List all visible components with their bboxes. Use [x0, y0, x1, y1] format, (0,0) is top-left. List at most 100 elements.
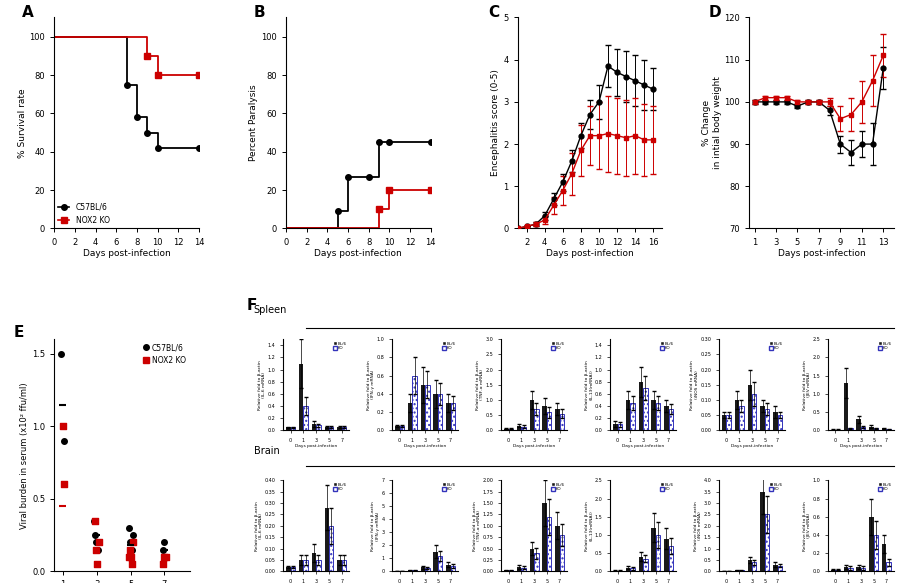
Point	[124, 545, 139, 554]
Bar	[503, 570, 508, 571]
Bar	[547, 517, 551, 571]
Bar	[630, 403, 634, 430]
Bar	[642, 559, 647, 571]
Bar	[617, 424, 621, 430]
Point	[87, 531, 102, 540]
Bar	[638, 557, 642, 571]
Bar	[299, 560, 303, 571]
Bar	[520, 427, 525, 430]
Y-axis label: Relative fold to β-actin
(IFN-γ mRNA): Relative fold to β-actin (IFN-γ mRNA)	[371, 501, 380, 551]
Bar	[869, 427, 873, 430]
Bar	[777, 566, 781, 571]
Y-axis label: Relative fold to β-actin
(iNOS mRNA): Relative fold to β-actin (iNOS mRNA)	[693, 501, 702, 551]
Point	[90, 560, 105, 569]
X-axis label: Days post-infection: Days post-infection	[839, 444, 881, 448]
Bar	[324, 508, 328, 571]
Bar	[842, 567, 847, 571]
Bar	[450, 566, 455, 571]
Bar	[642, 388, 647, 430]
Legend: BL/6, KO: BL/6, KO	[877, 482, 891, 491]
Point	[122, 523, 136, 532]
Bar	[842, 383, 847, 430]
Legend: BL/6, KO: BL/6, KO	[877, 341, 891, 350]
Point	[157, 552, 171, 561]
Bar	[764, 514, 769, 571]
Bar	[316, 560, 320, 571]
Y-axis label: Relative fold to β-actin
(IL-6 mRNA): Relative fold to β-actin (IL-6 mRNA)	[254, 501, 263, 551]
Legend: BL/6, KO: BL/6, KO	[441, 482, 456, 491]
Bar	[847, 429, 851, 430]
Point	[123, 538, 137, 547]
Bar	[772, 564, 777, 571]
Bar	[408, 403, 412, 430]
Legend: BL/6, KO: BL/6, KO	[659, 482, 673, 491]
Bar	[328, 526, 333, 571]
Bar	[747, 560, 751, 571]
Legend: BL/6, KO: BL/6, KO	[441, 341, 456, 350]
Bar	[772, 412, 777, 430]
X-axis label: Days post-infection: Days post-infection	[83, 250, 170, 258]
X-axis label: Days post-infection: Days post-infection	[730, 444, 772, 448]
Bar	[722, 415, 726, 430]
Y-axis label: Percent Paralysis: Percent Paralysis	[249, 85, 258, 161]
Bar	[667, 546, 672, 571]
Bar	[830, 570, 834, 571]
Point	[124, 552, 138, 561]
Y-axis label: Relative fold to β-actin
(IL-6 mRNA): Relative fold to β-actin (IL-6 mRNA)	[258, 360, 266, 410]
Bar	[437, 556, 442, 571]
X-axis label: Days post-infection: Days post-infection	[546, 250, 633, 258]
Bar	[337, 560, 341, 571]
Point	[91, 545, 106, 554]
Bar	[873, 535, 878, 571]
Bar	[759, 406, 764, 430]
Bar	[303, 406, 308, 430]
Point	[55, 422, 69, 431]
Y-axis label: Relative fold to β-actin
(TNF-α mRNA): Relative fold to β-actin (TNF-α mRNA)	[475, 360, 483, 410]
Bar	[655, 403, 659, 430]
Legend: BL/6, KO: BL/6, KO	[768, 341, 782, 350]
Bar	[855, 567, 860, 571]
Bar	[650, 400, 655, 430]
Bar	[764, 409, 769, 430]
Legend: C57BL/6, NOX2 KO: C57BL/6, NOX2 KO	[142, 343, 186, 365]
Y-axis label: % Change
in intial body weight: % Change in intial body weight	[702, 76, 721, 170]
Bar	[341, 427, 345, 430]
Point	[159, 552, 173, 561]
Point	[54, 349, 69, 359]
Y-axis label: Relative fold to β-actin
(JEV mRNA): Relative fold to β-actin (JEV mRNA)	[802, 501, 810, 551]
Point	[125, 531, 140, 540]
Bar	[555, 526, 559, 571]
Point	[91, 538, 106, 547]
Point	[57, 436, 71, 445]
Bar	[667, 409, 672, 430]
Bar	[734, 570, 739, 571]
Legend: C57BL/6, NOX2 KO: C57BL/6, NOX2 KO	[58, 203, 109, 224]
X-axis label: Days post-infection: Days post-infection	[777, 250, 864, 258]
Bar	[425, 385, 429, 430]
Bar	[663, 539, 667, 571]
Y-axis label: Encephalitis score (0-5): Encephalitis score (0-5)	[491, 69, 500, 177]
Bar	[555, 409, 559, 430]
Bar	[630, 568, 634, 571]
Bar	[286, 567, 290, 571]
Bar	[834, 570, 839, 571]
X-axis label: Days post-infection: Days post-infection	[295, 444, 337, 448]
Bar	[420, 385, 425, 430]
Bar	[881, 544, 886, 571]
Text: C: C	[488, 5, 499, 20]
Point	[90, 538, 105, 547]
Text: Brain: Brain	[253, 446, 279, 456]
Bar	[412, 570, 417, 571]
X-axis label: Days post-infection: Days post-infection	[512, 444, 555, 448]
Bar	[663, 406, 667, 430]
X-axis label: Days post-infection: Days post-infection	[621, 444, 664, 448]
Point	[122, 552, 136, 561]
Bar	[433, 552, 437, 571]
Text: F: F	[246, 298, 257, 313]
Bar	[847, 568, 851, 571]
Bar	[420, 567, 425, 571]
Bar	[734, 400, 739, 430]
Bar	[533, 553, 538, 571]
Bar	[446, 403, 450, 430]
Legend: BL/6, KO: BL/6, KO	[550, 341, 565, 350]
